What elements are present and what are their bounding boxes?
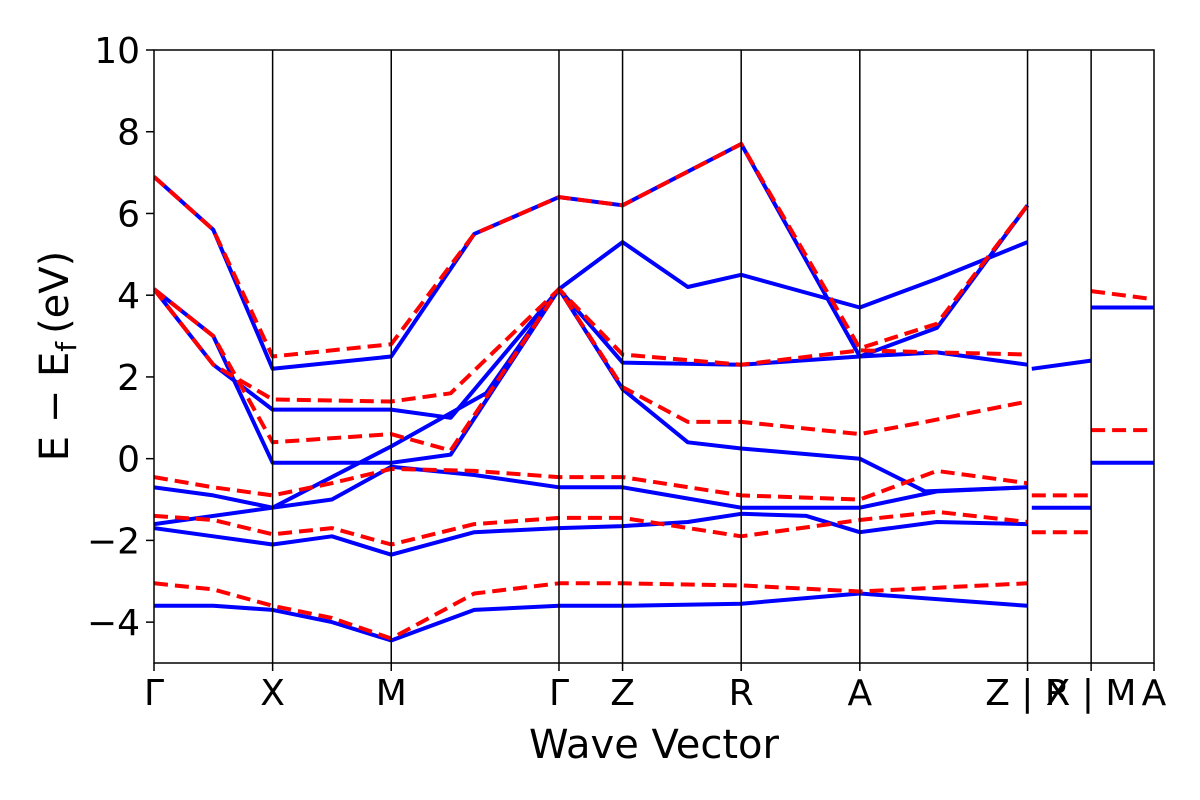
x-axis-label: Wave Vector <box>529 722 780 768</box>
x-tick-label: Z <box>610 673 635 714</box>
y-tick-label: 6 <box>117 194 140 235</box>
band-line-solid <box>154 464 1028 510</box>
x-tick-label: M <box>376 673 407 714</box>
plot-frame <box>153 49 1155 664</box>
y-axis-label-main: E − E <box>32 352 78 462</box>
y-tick-label: −2 <box>87 521 140 562</box>
y-tick-label: −4 <box>87 603 140 644</box>
y-axis-label: E − Ef (eV) <box>32 251 83 462</box>
band-line-solid <box>1031 358 1092 371</box>
band-line-dashed <box>154 509 1028 547</box>
k-point-lines <box>271 50 1092 663</box>
band-line-solid <box>154 511 1028 557</box>
band-line-dashed <box>1090 289 1154 302</box>
x-tick-label: X <box>260 673 285 714</box>
x-tick-label: A <box>847 673 872 714</box>
x-tick-label: Γ <box>144 673 164 714</box>
band-line-solid <box>154 591 1028 643</box>
y-tick-label: 10 <box>94 31 140 72</box>
y-axis-label-unit: (eV) <box>32 251 78 334</box>
band-line-dashed <box>154 287 1028 437</box>
x-tick-label: Z | R <box>985 673 1070 714</box>
x-tick-label: Γ <box>549 673 569 714</box>
band-line-dashed <box>154 466 1028 502</box>
band-line-dashed <box>154 581 1028 641</box>
y-ticks: 10 8 6 4 2 0 −2 −4 <box>87 31 154 644</box>
y-tick-label: 2 <box>117 358 140 399</box>
y-tick-label: 0 <box>117 440 140 481</box>
x-tick-label: R <box>729 673 754 714</box>
y-tick-label: 4 <box>117 276 140 317</box>
y-axis-label-subscript: f <box>50 341 83 352</box>
x-tick-label: A <box>1142 673 1167 714</box>
y-tick-label: 8 <box>117 113 140 154</box>
x-tick-label: X | M <box>1046 673 1137 714</box>
